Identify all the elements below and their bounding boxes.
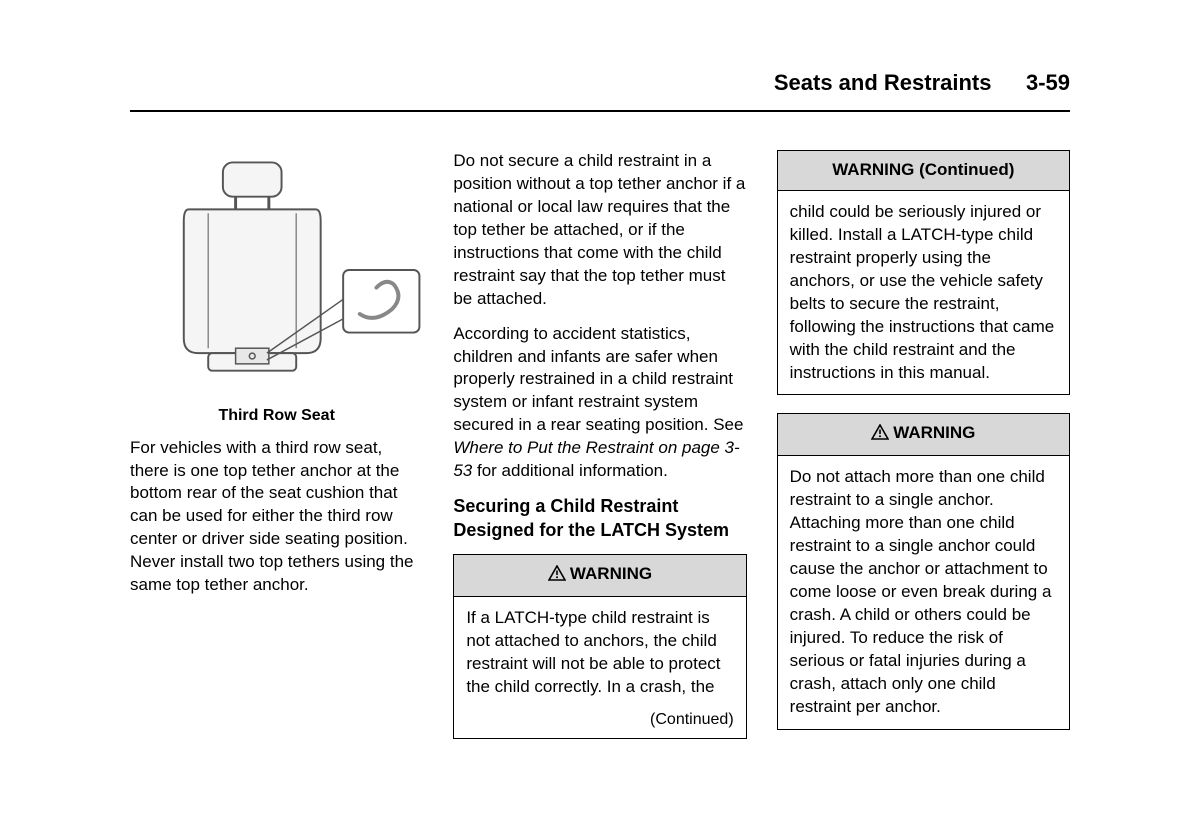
column-1: Third Row Seat For vehicles with a third… (130, 150, 423, 780)
col2-para2a: According to accident statistics, childr… (453, 324, 743, 435)
header-rule (130, 110, 1070, 112)
manual-page: Seats and Restraints 3-59 (0, 0, 1200, 840)
column-2: Do not secure a child restraint in a pos… (453, 150, 746, 780)
warning-header-continued: WARNING (Continued) (778, 151, 1069, 191)
warning-body-2: Do not attach more than one child restra… (778, 456, 1069, 728)
warning-label-1: WARNING (570, 564, 652, 583)
col2-para2b: for additional information. (472, 461, 668, 480)
warning-box-1: WARNING If a LATCH-type child restraint … (453, 554, 746, 739)
warning-header-2: WARNING (778, 414, 1069, 456)
warning-body-continued: child could be seriously injured or kill… (778, 191, 1069, 395)
seat-svg (130, 150, 423, 390)
col2-para1: Do not secure a child restraint in a pos… (453, 150, 746, 311)
seat-diagram (130, 150, 423, 390)
warning-triangle-icon (548, 565, 566, 588)
warning-header-1: WARNING (454, 555, 745, 597)
warning-label-continued: WARNING (Continued) (832, 160, 1014, 179)
col1-para1: For vehicles with a third row seat, ther… (130, 437, 423, 598)
page-number: 3-59 (1026, 70, 1070, 95)
col2-para2: According to accident statistics, childr… (453, 323, 746, 484)
figure-caption: Third Row Seat (130, 405, 423, 427)
warning-triangle-icon (871, 424, 889, 447)
content-columns: Third Row Seat For vehicles with a third… (130, 150, 1070, 780)
warning-continued: (Continued) (454, 709, 745, 739)
warning-box-2: WARNING Do not attach more than one chil… (777, 413, 1070, 729)
warning-label-2: WARNING (893, 423, 975, 442)
warning-box-continued: WARNING (Continued) child could be serio… (777, 150, 1070, 395)
section-title: Seats and Restraints (774, 70, 992, 95)
col2-subheading: Securing a Child Restraint Designed for … (453, 495, 746, 542)
warning-body-1: If a LATCH-type child restraint is not a… (454, 597, 745, 709)
column-3: WARNING (Continued) child could be serio… (777, 150, 1070, 780)
page-header: Seats and Restraints 3-59 (774, 70, 1070, 96)
